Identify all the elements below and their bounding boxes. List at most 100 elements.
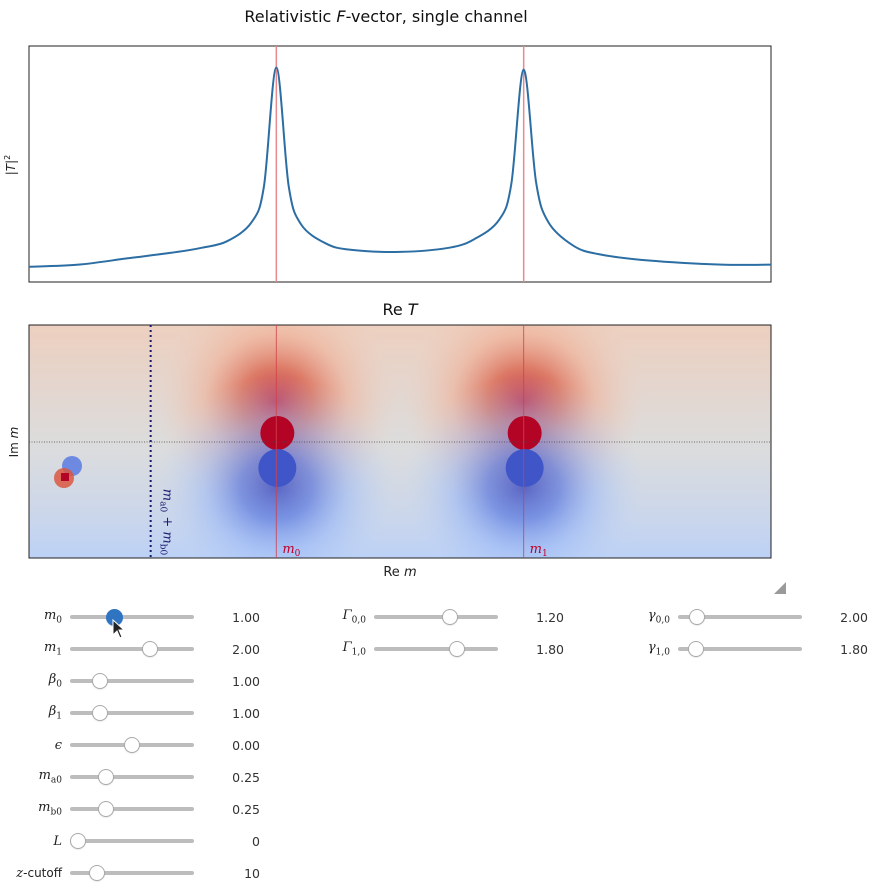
threshold-label-part-3: m [160,531,175,543]
ylabel-t: T [4,162,18,171]
control-label-symbol: β [48,672,57,688]
top-plot-ylabel: |T|2 [3,155,18,176]
control-value: 1.00 [232,673,260,689]
slider-thumb[interactable] [91,705,108,721]
control-slider[interactable] [678,641,802,657]
control-slider[interactable] [70,737,194,753]
slider-track[interactable] [70,711,194,715]
control-label-symbol: γ [647,608,656,624]
control-label-subscript: 0 [56,679,62,690]
pole-label-0-sym: m [282,542,294,557]
control-value: 0.25 [232,801,260,817]
pole-0-red-core [260,416,295,450]
control-value: 1.80 [840,641,868,657]
slider-thumb[interactable] [124,737,140,753]
control-slider[interactable] [70,609,194,626]
control-slider[interactable] [374,609,498,625]
slider-thumb[interactable] [98,769,115,785]
xlabel-m: m [404,565,417,580]
slider-track[interactable] [70,615,194,619]
control-value: 1.00 [232,705,260,721]
control-slider[interactable] [374,641,498,657]
slider-thumb[interactable] [442,609,459,625]
control-slider[interactable] [70,705,194,721]
resize-grip-icon[interactable] [774,582,786,594]
heatmap-upper-tint [29,325,771,442]
slider-track[interactable] [70,871,194,875]
control-slider[interactable] [70,801,194,817]
threshold-label: ma0 + mb0 [158,489,175,556]
slider-track[interactable] [374,647,498,651]
slider-track[interactable] [70,775,194,779]
slider-track[interactable] [70,807,194,811]
control-slider[interactable] [70,641,194,657]
control-row-col2-0: Γ0,0 1.20 [304,601,564,633]
control-label-subscript: a0 [50,775,62,786]
control-row-col2-1: Γ1,0 1.80 [304,633,564,665]
slider-thumb[interactable] [98,801,115,817]
slider-track[interactable] [70,839,194,843]
threshold-label-part-1: a0 [158,501,168,512]
slider-thumb[interactable] [105,609,123,626]
slider-thumb[interactable] [448,641,465,657]
control-label-subscript: b0 [50,807,63,818]
slider-track[interactable] [678,615,802,619]
pole-0-blue-core [258,449,297,487]
control-label-subscript: 0 [56,615,62,626]
ylabel-sq: 2 [3,155,12,160]
control-row-col3-0: γ0,0 2.00 [608,601,868,633]
control-row-col1-8: z-cutoff 10 [0,857,260,889]
control-label-symbol: Γ [342,608,352,624]
control-value: 1.80 [536,641,564,657]
control-value: 2.00 [232,641,260,657]
top-plot-vlines [275,46,525,282]
control-label-symbol: Γ [342,640,352,656]
slider-thumb[interactable] [89,865,106,881]
control-slider[interactable] [70,769,194,785]
control-label: Γ1,0 [304,640,374,658]
control-value: 2.00 [840,609,868,625]
threshold-label-part-4: b0 [158,544,168,556]
ylabel-m: m [7,427,21,439]
pole-label-0: m0 [282,542,300,559]
control-label-symbol: m [38,800,51,816]
control-label-subscript: 1,0 [351,647,366,658]
slider-thumb[interactable] [688,609,705,625]
control-label: mb0 [0,800,70,818]
control-label: γ0,0 [608,608,678,626]
control-row-col1-1: m1 2.00 [0,633,260,665]
control-slider[interactable] [70,865,194,881]
control-label: Γ0,0 [304,608,374,626]
control-slider[interactable] [70,673,194,689]
slider-thumb[interactable] [70,833,86,849]
control-value: 1.20 [536,609,564,625]
heatmap-ylabel: Im m [7,427,21,458]
control-row-col1-2: β0 1.00 [0,665,260,697]
slider-track[interactable] [374,615,498,619]
title-part-1: Relativistic [244,7,336,26]
control-label-symbol: m [43,640,57,656]
pole-1-red-core [507,416,542,450]
slider-track[interactable] [70,679,194,683]
heatmap-frame [28,324,772,559]
slider-thumb[interactable] [687,641,704,657]
pole-label-1-sym: m [530,542,542,557]
control-slider[interactable] [70,833,194,849]
control-row-col1-4: ϵ 0.00 [0,729,260,761]
control-label-subscript: 0,0 [655,615,670,626]
pole-label-0-sub: 0 [295,549,301,559]
control-value: 10 [244,865,260,881]
slider-track[interactable] [678,647,802,651]
control-label-symbol: γ [647,640,656,656]
top-plot-frame [28,45,772,283]
control-label-subscript: 1 [56,647,62,658]
control-slider[interactable] [678,609,802,625]
top-plot-series-line [28,66,772,268]
slider-thumb[interactable] [91,673,108,689]
threshold-label-part-0: m [160,489,175,501]
slider-thumb[interactable] [142,641,159,657]
control-label-symbol: β [48,704,57,720]
control-value: 0.25 [232,769,260,785]
slider-track[interactable] [70,647,194,651]
